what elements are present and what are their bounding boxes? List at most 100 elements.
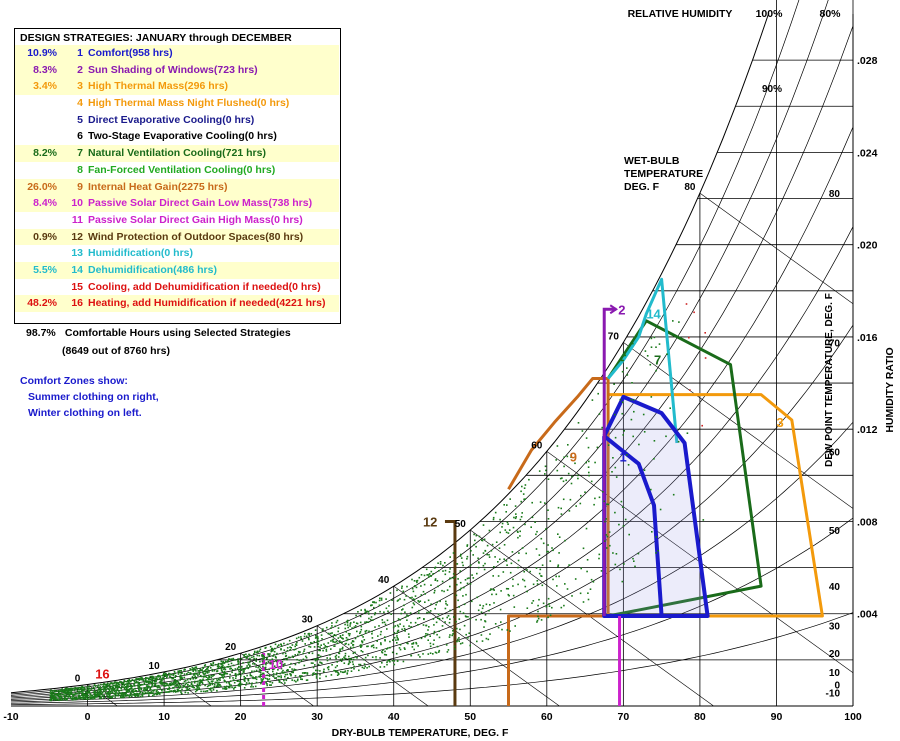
data-point [526, 569, 528, 571]
data-point [509, 630, 511, 632]
data-point [349, 646, 352, 649]
data-point [317, 637, 319, 640]
data-point [209, 667, 212, 669]
data-point [558, 575, 560, 578]
data-point [506, 629, 509, 631]
data-point [222, 664, 224, 667]
data-point [82, 694, 84, 697]
wet-bulb-line [240, 652, 314, 707]
data-point [332, 641, 335, 643]
data-point [503, 504, 505, 506]
strategy-row: 3.4% 3 High Thermal Mass(296 hrs) [15, 78, 339, 96]
data-point [140, 688, 142, 691]
data-point [411, 596, 413, 599]
data-point [73, 689, 76, 691]
data-point [585, 437, 588, 439]
data-point [163, 672, 165, 675]
data-point [274, 643, 277, 646]
x-tick-label: 0 [85, 711, 91, 723]
data-point [333, 669, 335, 672]
data-point [147, 691, 149, 693]
data-point [226, 672, 229, 675]
data-point [294, 675, 297, 677]
data-point [520, 490, 522, 493]
data-point [252, 676, 254, 678]
data-point [177, 685, 180, 687]
data-point [594, 497, 596, 500]
data-point [571, 595, 573, 597]
strategy-number: 4 [77, 97, 83, 110]
data-point [285, 679, 288, 682]
data-point [183, 685, 186, 688]
data-point [289, 649, 291, 651]
data-point [428, 573, 431, 575]
data-point [606, 547, 608, 549]
data-point [529, 570, 531, 573]
data-point [83, 687, 86, 689]
data-point [449, 585, 451, 588]
data-point [437, 585, 439, 588]
strategy-label: Humidification(0 hrs) [88, 247, 194, 260]
data-point [418, 601, 420, 603]
data-point [537, 604, 539, 607]
data-point [426, 574, 428, 576]
data-point [323, 668, 325, 671]
data-point [203, 673, 205, 676]
data-point [465, 616, 467, 618]
wet-bulb-value: 20 [225, 642, 237, 653]
data-point [124, 686, 126, 689]
data-point [363, 663, 366, 665]
data-point [119, 681, 121, 683]
data-point [228, 658, 230, 660]
data-point [233, 688, 235, 690]
data-point [282, 669, 284, 672]
data-point [564, 539, 566, 542]
data-point [544, 502, 546, 504]
data-point [197, 670, 199, 672]
data-point [115, 684, 117, 687]
wet-bulb-value: 50 [455, 519, 467, 530]
data-point [354, 656, 357, 658]
data-point [144, 677, 147, 680]
data-point [466, 544, 469, 546]
data-point [177, 682, 180, 685]
data-point [389, 592, 392, 594]
data-point [500, 621, 502, 623]
data-point [110, 688, 112, 690]
data-point [247, 661, 249, 664]
data-point [243, 678, 246, 680]
data-point [78, 691, 80, 693]
data-point [505, 560, 508, 562]
strategy-pct: 8.2% [33, 147, 57, 160]
data-point [231, 671, 233, 674]
data-point [263, 657, 266, 659]
data-point [316, 639, 319, 642]
data-point [363, 667, 365, 670]
data-point [184, 691, 187, 694]
data-point [173, 681, 175, 684]
data-point [383, 621, 386, 624]
data-point [271, 668, 274, 671]
data-point [118, 691, 121, 694]
data-point [128, 679, 130, 681]
data-point [380, 643, 382, 646]
data-point [446, 616, 448, 619]
relative-humidity-curve [10, 517, 854, 704]
data-point [104, 691, 107, 694]
strategy-number: 5 [77, 113, 83, 126]
data-point [179, 679, 181, 681]
data-point [549, 614, 552, 616]
data-point [59, 693, 62, 695]
data-point [410, 654, 412, 657]
data-point [299, 651, 301, 653]
data-point [479, 604, 481, 606]
data-point [339, 640, 341, 642]
data-point [133, 684, 136, 687]
data-point [151, 684, 154, 686]
data-point [149, 688, 151, 691]
data-point [182, 682, 184, 685]
data-point [149, 681, 152, 684]
data-point [334, 625, 336, 628]
data-point [469, 583, 472, 585]
data-point [71, 699, 74, 701]
